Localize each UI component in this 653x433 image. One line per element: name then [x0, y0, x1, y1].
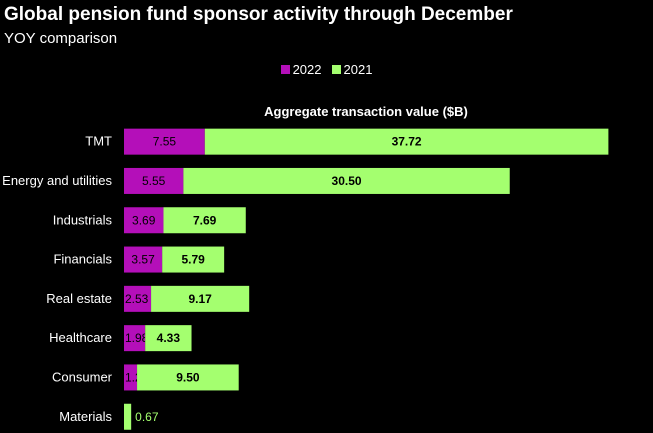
bar-2021-industrials	[163, 207, 246, 234]
data-label-2021-industrials: 7.69	[193, 213, 217, 227]
bar-2021-tmt	[204, 128, 609, 155]
legend: 2022 2021	[0, 62, 653, 77]
chart-title: Global pension fund sponsor activity thr…	[4, 4, 513, 25]
category-label-tmt: TMT	[85, 134, 112, 149]
category-label-healthcare: Healthcare	[49, 330, 112, 345]
bar-2022-tmt	[124, 128, 205, 155]
data-label-2021-financials: 5.79	[181, 253, 205, 267]
data-label-2021-energy-and-utilities: 30.50	[332, 174, 362, 188]
data-label-2022-energy-and-utilities: 5.55	[142, 174, 166, 188]
data-label-2022-healthcare: 1.98	[125, 331, 149, 345]
data-label-2021-materials: 0.67	[135, 410, 159, 424]
data-label-2022-financials: 3.57	[131, 253, 155, 267]
bar-2022-financials	[124, 246, 163, 273]
legend-swatch-2022	[280, 65, 290, 74]
data-label-2022-real-estate: 2.53	[125, 292, 149, 306]
category-label-real-estate: Real estate	[46, 291, 112, 306]
data-label-2021-consumer: 9.50	[176, 370, 200, 384]
bar-2022-energy-and-utilities	[124, 167, 184, 194]
legend-label-2021: 2021	[343, 62, 373, 77]
bar-2021-financials	[162, 246, 225, 273]
legend-label-2022: 2022	[292, 62, 322, 77]
x-axis-title: Aggregate transaction value ($B)	[264, 104, 468, 119]
category-label-energy-and-utilities: Energy and utilities	[2, 173, 112, 188]
data-label-2021-tmt: 37.72	[392, 135, 422, 149]
legend-swatch-2021	[331, 65, 341, 74]
data-label-2021-real-estate: 9.17	[188, 292, 212, 306]
legend-item-2022: 2022	[280, 62, 322, 77]
category-label-financials: Financials	[53, 252, 112, 267]
bar-2022-consumer	[124, 364, 138, 391]
bar-2022-healthcare	[124, 325, 146, 352]
bar-2021-energy-and-utilities	[183, 167, 510, 194]
category-label-materials: Materials	[59, 409, 112, 424]
bar-2021-healthcare	[145, 325, 192, 352]
bar-2021-materials	[124, 403, 132, 430]
bar-2021-consumer	[137, 364, 239, 391]
data-label-2022-tmt: 7.55	[153, 135, 177, 149]
bar-2021-real-estate	[151, 285, 250, 312]
data-label-2022-industrials: 3.69	[132, 213, 156, 227]
bar-2022-real-estate	[124, 285, 152, 312]
category-label-consumer: Consumer	[52, 369, 113, 384]
data-label-2021-healthcare: 4.33	[157, 331, 181, 345]
chart-subtitle: YOY comparison	[4, 30, 118, 47]
bar-2022-industrials	[124, 207, 164, 234]
category-label-industrials: Industrials	[53, 212, 113, 227]
legend-item-2021: 2021	[331, 62, 373, 77]
